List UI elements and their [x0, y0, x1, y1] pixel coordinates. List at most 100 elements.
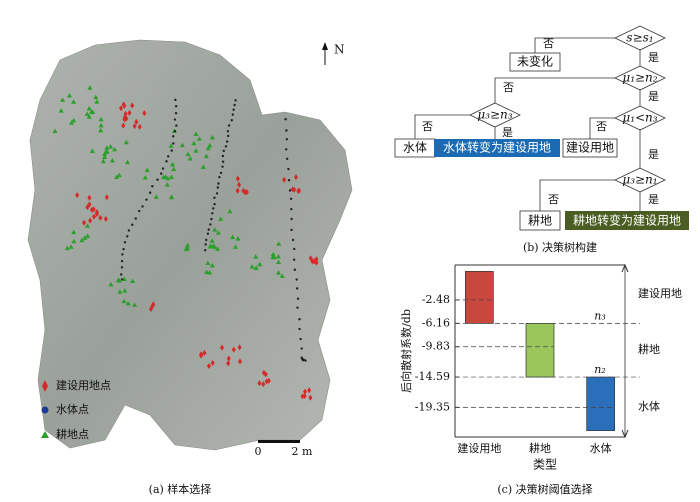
- sample-point: [170, 149, 173, 152]
- sample-point: [142, 110, 147, 117]
- sample-point: [270, 254, 276, 260]
- sample-point: [217, 182, 220, 185]
- tree-node: s≥s₁: [626, 31, 653, 45]
- sample-point: [298, 318, 301, 321]
- edge-label: 否: [503, 81, 514, 94]
- tree-node: μ₃≥n₃: [477, 108, 512, 122]
- sample-point: [166, 155, 170, 158]
- sample-point: [193, 131, 199, 136]
- sample-point: [120, 259, 124, 263]
- sample-point: [131, 223, 134, 226]
- threshold-label: n₃: [594, 309, 606, 322]
- sample-point: [108, 144, 114, 149]
- sample-point: [125, 300, 131, 306]
- sample-point: [285, 148, 288, 151]
- sample-point: [98, 214, 103, 221]
- sample-point: [230, 119, 233, 122]
- sample-point: [145, 198, 148, 201]
- y-tick-label: -14.59: [415, 370, 450, 383]
- x-axis-label: 类型: [533, 458, 557, 472]
- sample-point: [169, 161, 175, 167]
- tree-box: [509, 52, 561, 72]
- edge-label: 是: [648, 148, 659, 161]
- sample-point: [71, 229, 77, 235]
- sample-point: [285, 129, 288, 132]
- tree-diamond: [614, 167, 666, 193]
- sample-point: [116, 172, 122, 178]
- sample-point: [216, 186, 219, 189]
- sample-point: [232, 244, 238, 249]
- sample-point: [230, 234, 236, 240]
- sample-point: [295, 287, 299, 290]
- sample-point: [249, 264, 255, 269]
- sample-point: [218, 216, 224, 221]
- sample-point: [168, 143, 174, 148]
- sample-point: [226, 134, 230, 138]
- sample-point: [263, 371, 268, 378]
- sample-point: [204, 248, 207, 252]
- sample-point: [276, 241, 282, 246]
- tree-node: 未变化: [517, 54, 553, 69]
- sample-point: [308, 255, 313, 262]
- sample-point: [151, 185, 154, 188]
- sample-point: [165, 160, 168, 163]
- sample-point: [210, 217, 213, 221]
- sample-point: [290, 186, 295, 193]
- sample-point: [293, 247, 296, 251]
- sample-point: [202, 349, 207, 356]
- sample-point: [235, 236, 241, 241]
- y-tick-label: -19.35: [415, 400, 450, 413]
- sample-point: [137, 123, 142, 130]
- sample-point: [123, 139, 129, 145]
- sample-point: [120, 273, 123, 276]
- sample-point: [121, 122, 126, 129]
- edge-label: 否: [422, 120, 433, 133]
- edge-label: 否: [543, 37, 554, 50]
- sample-point: [275, 270, 281, 275]
- sample-point: [89, 148, 95, 153]
- sample-point: [151, 301, 156, 308]
- sample-point: [275, 253, 281, 259]
- tree-diamond: [469, 102, 521, 128]
- sample-point: [104, 145, 110, 150]
- caption: (b) 决策树构建: [523, 240, 597, 254]
- sample-point: [92, 213, 97, 220]
- sample-point: [109, 157, 115, 163]
- sample-point: [82, 235, 88, 240]
- sample-point: [88, 217, 93, 224]
- sample-point: [174, 98, 177, 102]
- sample-point: [312, 258, 317, 265]
- sample-point: [285, 137, 289, 141]
- sample-point: [103, 148, 109, 154]
- sample-point: [132, 123, 137, 130]
- sample-point: [173, 118, 177, 121]
- sample-point: [207, 142, 213, 148]
- sample-point: [215, 246, 221, 251]
- y-axis-label: 后向散射系数/db: [399, 309, 413, 393]
- sample-point: [207, 228, 211, 231]
- sample-point: [114, 174, 120, 179]
- legend-symbol: [42, 380, 48, 392]
- sample-point: [171, 166, 177, 171]
- x-tick-label: 建设用地: [457, 441, 501, 455]
- sample-point: [185, 242, 191, 248]
- sample-point: [222, 149, 225, 153]
- tree-node: 水体转变为建设用地: [443, 140, 551, 155]
- edge-label: 是: [648, 193, 659, 206]
- caption: (a) 样本选择: [149, 482, 212, 496]
- tree-node: 建设用地: [566, 141, 614, 155]
- sample-point: [206, 232, 210, 235]
- sample-point: [299, 337, 302, 341]
- sample-point: [282, 176, 287, 183]
- sample-point: [287, 167, 290, 171]
- sample-point: [122, 247, 125, 251]
- region-label: 建设用地: [638, 286, 682, 300]
- sample-point: [87, 85, 93, 90]
- sample-point: [161, 167, 165, 170]
- sample-point: [291, 238, 295, 242]
- diamonds: [469, 25, 666, 193]
- sample-point: [298, 327, 301, 331]
- tree-box-highlight: [434, 139, 560, 157]
- sample-point: [120, 266, 124, 269]
- sample-point: [137, 209, 141, 213]
